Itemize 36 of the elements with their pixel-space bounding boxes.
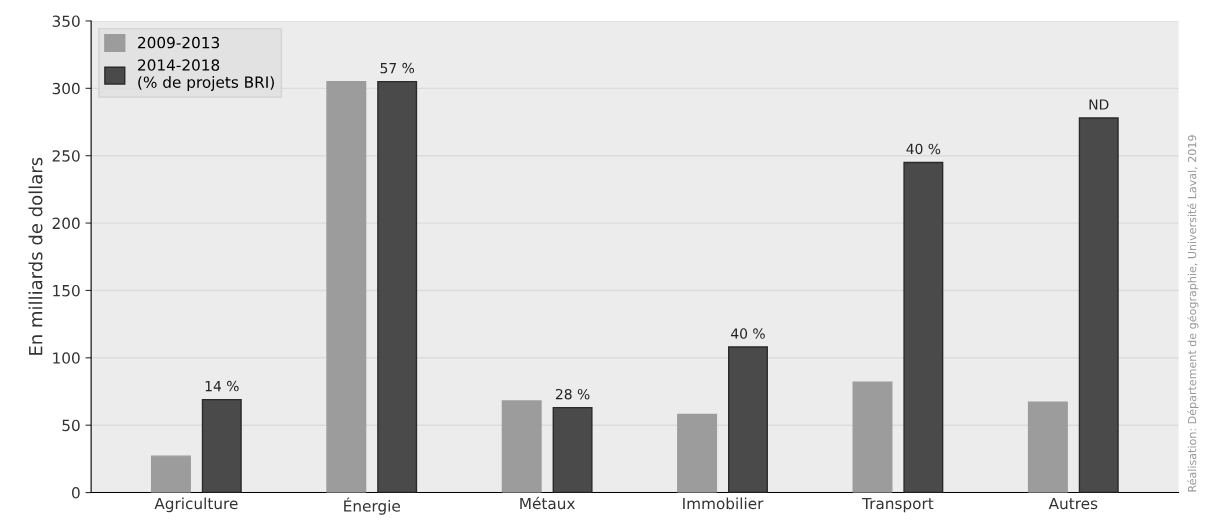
annotation: 40 % (731, 328, 765, 339)
x-tick-label: Autres (1048, 497, 1098, 510)
x-tick-label: Transport (862, 497, 934, 513)
bar (677, 413, 718, 493)
y-tick-label: 0 (72, 487, 80, 499)
text: Réalisation: Département de géographie, Université Laval, 2019 (1187, 135, 1199, 492)
y-axis-title: En milliards de dollars (28, 157, 43, 355)
y-tick-label: 300 (52, 82, 80, 95)
y-tick-label: 350 (52, 15, 80, 27)
bar (150, 455, 191, 493)
bar (552, 406, 593, 493)
bar (501, 400, 542, 493)
bar (852, 381, 893, 493)
x-tick-label: Métaux (520, 496, 575, 510)
bar (1078, 117, 1119, 493)
bar (1027, 401, 1068, 493)
x-tick-label: Immobilier (683, 497, 764, 510)
y-tick-label: 200 (52, 217, 80, 230)
y-tick-label: 100 (53, 352, 80, 364)
y-tick-label: 50 (62, 419, 80, 432)
annotation: 57 % (380, 62, 415, 74)
bar (326, 80, 367, 493)
x-tick-label: Agriculture (154, 497, 238, 513)
bar (727, 346, 768, 493)
annotation: 40 % (906, 143, 941, 155)
annotation: 14 % (205, 380, 239, 392)
x-tick-label: Énergie (344, 497, 400, 515)
annotation: ND (1089, 99, 1109, 110)
bar (903, 161, 944, 493)
y-tick-label: 250 (52, 150, 80, 162)
bar (377, 80, 418, 493)
legend-label: 2009-2013 (138, 36, 220, 49)
annotation: 28 % (555, 388, 590, 400)
bar (201, 398, 242, 493)
legend-label: 2014-2018 (% de projets BRI) (138, 59, 274, 91)
y-tick-label: 150 (53, 284, 80, 297)
